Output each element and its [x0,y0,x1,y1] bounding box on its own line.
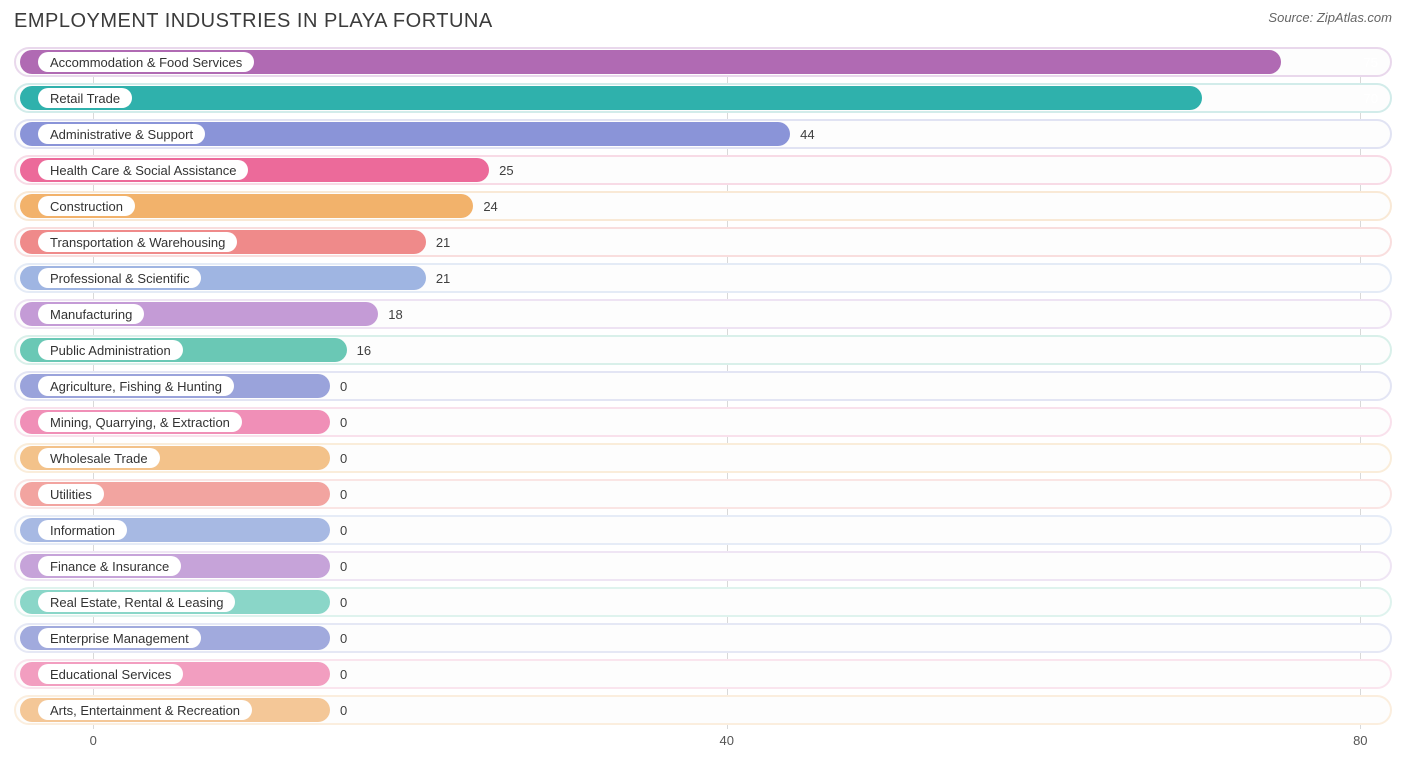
bar-label: Professional & Scientific [38,268,201,288]
bar-row: Educational Services 0 [14,659,1392,689]
bar-value: 0 [330,443,347,473]
bar-row: Transportation & Warehousing 21 [14,227,1392,257]
bar-value: 0 [330,551,347,581]
bar-row: Finance & Insurance 0 [14,551,1392,581]
bar-row: Health Care & Social Assistance 25 [14,155,1392,185]
x-tick-label: 0 [90,733,97,748]
bar-label: Wholesale Trade [38,448,160,468]
bar-row: Utilities 0 [14,479,1392,509]
bar-row: Public Administration 16 [14,335,1392,365]
bar-row: Information 0 [14,515,1392,545]
bar-row: Construction 24 [14,191,1392,221]
bar-label: Educational Services [38,664,183,684]
bar-value: 75 [1364,47,1378,77]
bar-value: 44 [790,119,814,149]
bar-row: Manufacturing 18 [14,299,1392,329]
bar-value: 0 [330,371,347,401]
bar-label: Real Estate, Rental & Leasing [38,592,235,612]
bar-label: Manufacturing [38,304,144,324]
source-name: ZipAtlas.com [1317,10,1392,25]
bar-label: Finance & Insurance [38,556,181,576]
bar-label: Transportation & Warehousing [38,232,237,252]
bar-value: 21 [426,263,450,293]
bar-row: Retail Trade 70 [14,83,1392,113]
chart-header: EMPLOYMENT INDUSTRIES IN PLAYA FORTUNA S… [14,10,1392,33]
bar-label: Utilities [38,484,104,504]
bar-rows: Accommodation & Food Services 75 Retail Tr… [14,47,1392,725]
bar-value: 0 [330,407,347,437]
bar-value: 0 [330,515,347,545]
x-tick-label: 80 [1353,733,1367,748]
bar-label: Enterprise Management [38,628,201,648]
bar-label: Arts, Entertainment & Recreation [38,700,252,720]
bar-row: Accommodation & Food Services 75 [14,47,1392,77]
bar-label: Accommodation & Food Services [38,52,254,72]
bar-value: 0 [330,695,347,725]
bar-row: Real Estate, Rental & Leasing 0 [14,587,1392,617]
bar-row: Enterprise Management 0 [14,623,1392,653]
bar-label: Administrative & Support [38,124,205,144]
bar-value: 0 [330,479,347,509]
bar-label: Information [38,520,127,540]
bar-value: 18 [378,299,402,329]
bar-label: Retail Trade [38,88,132,108]
chart-area: Accommodation & Food Services 75 Retail Tr… [14,47,1392,753]
bar-value: 0 [330,659,347,689]
bar-row: Mining, Quarrying, & Extraction 0 [14,407,1392,437]
bar-value: 21 [426,227,450,257]
bar-value: 70 [1364,83,1378,113]
bar-label: Mining, Quarrying, & Extraction [38,412,242,432]
bar-label: Construction [38,196,135,216]
bar-label: Public Administration [38,340,183,360]
bar-value: 0 [330,587,347,617]
bar-label: Agriculture, Fishing & Hunting [38,376,234,396]
bar-value: 25 [489,155,513,185]
bar-value: 24 [473,191,497,221]
source-attribution: Source: ZipAtlas.com [1268,10,1392,25]
bar-value: 16 [347,335,371,365]
bar-row: Arts, Entertainment & Recreation 0 [14,695,1392,725]
bar-row: Administrative & Support 44 [14,119,1392,149]
bar-row: Professional & Scientific 21 [14,263,1392,293]
x-axis: 0 40 80 [14,729,1392,753]
bar-value: 0 [330,623,347,653]
chart-title: EMPLOYMENT INDUSTRIES IN PLAYA FORTUNA [14,10,493,33]
bar-row: Agriculture, Fishing & Hunting 0 [14,371,1392,401]
x-tick-label: 40 [720,733,734,748]
bar-row: Wholesale Trade 0 [14,443,1392,473]
source-label: Source: [1268,10,1313,25]
bar-label: Health Care & Social Assistance [38,160,248,180]
bar-fill [20,86,1202,110]
